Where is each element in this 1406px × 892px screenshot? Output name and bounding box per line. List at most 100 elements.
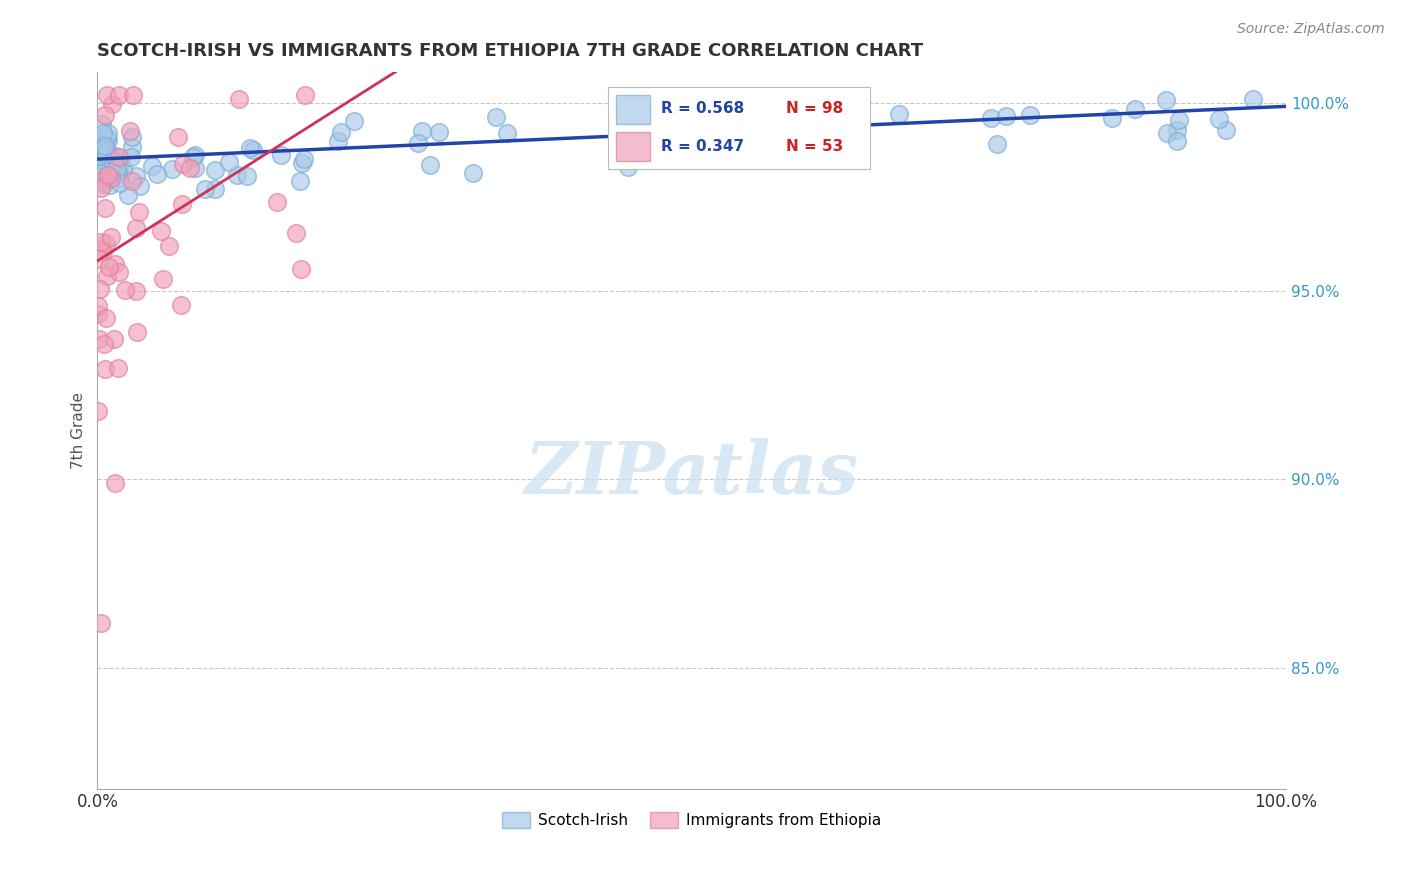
- Point: [96, 153, 118, 167]
- Point: [87, 403, 110, 417]
- Point: [194, 182, 217, 196]
- Point: [236, 169, 259, 183]
- Point: [495, 126, 517, 140]
- Point: [90, 243, 112, 257]
- Point: [107, 88, 129, 103]
- Point: [1215, 123, 1237, 137]
- Point: [124, 221, 146, 235]
- Point: [90, 181, 112, 195]
- Point: [100, 230, 122, 244]
- Point: [90, 147, 112, 161]
- Point: [1019, 107, 1042, 121]
- Point: [617, 161, 640, 175]
- Point: [96, 88, 118, 103]
- Text: Source: ZipAtlas.com: Source: ZipAtlas.com: [1237, 22, 1385, 37]
- Point: [121, 139, 143, 153]
- Legend: Scotch-Irish, Immigrants from Ethiopia: Scotch-Irish, Immigrants from Ethiopia: [496, 806, 887, 835]
- Point: [1208, 112, 1230, 126]
- Point: [97, 165, 120, 179]
- Point: [411, 124, 433, 138]
- Point: [93, 167, 115, 181]
- Point: [121, 130, 143, 145]
- Point: [91, 126, 114, 140]
- Point: [242, 143, 264, 157]
- Point: [994, 109, 1017, 123]
- Point: [87, 149, 110, 163]
- Point: [103, 155, 125, 169]
- Point: [98, 161, 121, 176]
- Point: [461, 166, 484, 180]
- Point: [96, 145, 118, 160]
- Point: [96, 144, 118, 158]
- Point: [112, 162, 135, 177]
- Point: [1156, 126, 1178, 140]
- Point: [124, 169, 146, 183]
- Point: [118, 124, 141, 138]
- Point: [89, 153, 111, 168]
- Point: [93, 142, 115, 156]
- Point: [100, 171, 122, 186]
- Y-axis label: 7th Grade: 7th Grade: [72, 392, 86, 469]
- Point: [87, 307, 110, 321]
- Point: [104, 257, 127, 271]
- Point: [94, 108, 117, 122]
- Point: [887, 106, 910, 120]
- Point: [128, 205, 150, 219]
- Point: [343, 113, 366, 128]
- Point: [90, 161, 112, 176]
- Point: [270, 148, 292, 162]
- Point: [419, 158, 441, 172]
- Point: [103, 476, 125, 491]
- Point: [117, 187, 139, 202]
- Point: [1166, 134, 1188, 148]
- Point: [125, 284, 148, 298]
- Point: [91, 117, 114, 131]
- Point: [94, 362, 117, 376]
- Point: [104, 149, 127, 163]
- Point: [97, 133, 120, 147]
- Point: [427, 125, 450, 139]
- Point: [105, 162, 128, 177]
- Point: [179, 161, 201, 175]
- Point: [121, 88, 143, 103]
- Point: [108, 170, 131, 185]
- Point: [93, 337, 115, 351]
- Point: [149, 224, 172, 238]
- Point: [120, 150, 142, 164]
- Point: [184, 148, 207, 162]
- Point: [291, 156, 314, 170]
- Point: [93, 153, 115, 168]
- Point: [1123, 102, 1146, 116]
- Point: [294, 88, 316, 103]
- Point: [228, 92, 250, 106]
- Point: [121, 174, 143, 188]
- Text: ZIPatlas: ZIPatlas: [524, 438, 859, 509]
- Point: [152, 271, 174, 285]
- Point: [107, 150, 129, 164]
- Point: [762, 144, 785, 158]
- Point: [87, 149, 110, 163]
- Point: [87, 156, 110, 170]
- Point: [1168, 112, 1191, 127]
- Point: [204, 163, 226, 178]
- Point: [96, 129, 118, 144]
- Point: [100, 149, 122, 163]
- Point: [239, 141, 262, 155]
- Point: [87, 157, 110, 171]
- Point: [94, 159, 117, 173]
- Point: [101, 97, 124, 112]
- Point: [107, 360, 129, 375]
- Text: SCOTCH-IRISH VS IMMIGRANTS FROM ETHIOPIA 7TH GRADE CORRELATION CHART: SCOTCH-IRISH VS IMMIGRANTS FROM ETHIOPIA…: [97, 42, 924, 60]
- Point: [97, 169, 120, 183]
- Point: [665, 136, 688, 150]
- Point: [408, 136, 430, 150]
- Point: [104, 165, 127, 179]
- Point: [97, 126, 120, 140]
- Point: [284, 226, 307, 240]
- Point: [98, 178, 121, 192]
- Point: [94, 147, 117, 161]
- Point: [94, 139, 117, 153]
- Point: [108, 265, 131, 279]
- Point: [90, 146, 112, 161]
- Point: [107, 166, 129, 180]
